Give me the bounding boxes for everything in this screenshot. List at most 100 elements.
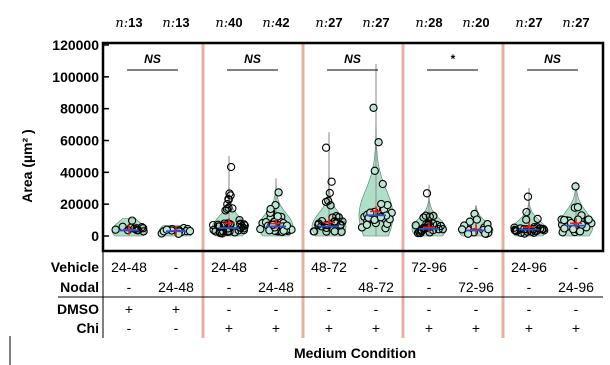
table-row-label: Nodal [60, 279, 99, 295]
text-layer: Area (µm² ) Medium Condition n:13 24-48 - +… [19, 15, 594, 361]
y-tick-label: 0 [91, 228, 99, 244]
table-cell-chi: + [272, 320, 280, 336]
y-tick-label: 40000 [60, 164, 99, 180]
significance-label: NS [144, 52, 161, 66]
data-point [425, 212, 434, 221]
data-point [457, 225, 467, 234]
data-point [334, 213, 344, 222]
table-cell-dmso: - [474, 301, 479, 317]
table-cell-chi: + [225, 320, 233, 336]
data-point [560, 215, 569, 225]
data-point [511, 226, 520, 235]
table-cell-vehicle: 24-48 [111, 259, 147, 275]
data-point [256, 224, 265, 234]
table-cell-nodal: 24-48 [258, 279, 294, 295]
table-cell-dmso: + [125, 301, 133, 317]
table-cell-vehicle: 24-96 [511, 259, 547, 275]
table-cell-dmso: - [327, 301, 332, 317]
table-cell-chi: + [372, 320, 380, 336]
data-point [240, 221, 249, 230]
data-point [226, 162, 236, 172]
data-point [411, 221, 420, 230]
table-cell-dmso: + [172, 301, 180, 317]
table-cell-chi: - [127, 320, 132, 336]
data-point [236, 220, 245, 229]
table-cell-vehicle: - [174, 259, 179, 275]
data-point [422, 189, 432, 198]
table-cell-chi: + [572, 320, 580, 336]
data-point [573, 203, 583, 212]
data-point [324, 196, 333, 205]
data-point [523, 192, 533, 201]
data-point [362, 220, 372, 229]
data-point [330, 227, 339, 236]
table-cell-nodal: 48-72 [358, 279, 394, 295]
y-tick-label: 100000 [52, 69, 99, 85]
table-cell-nodal: - [327, 279, 332, 295]
n-count-label: n:42 [262, 15, 289, 31]
data-point [225, 189, 234, 198]
data-point [571, 182, 580, 191]
table-cell-chi: + [525, 320, 533, 336]
table-row-label: DMSO [57, 301, 99, 317]
data-point [516, 224, 525, 233]
data-point [327, 177, 336, 186]
table-cell-vehicle: 48-72 [311, 259, 347, 275]
table-cell-nodal: - [527, 279, 532, 295]
table-cell-dmso: - [527, 301, 532, 317]
data-point [533, 214, 542, 224]
data-point [208, 220, 218, 230]
data-point [222, 204, 232, 214]
data-point [218, 229, 227, 238]
data-point [374, 138, 383, 147]
data-point [314, 220, 323, 229]
data-point [274, 188, 283, 197]
data-point [321, 143, 331, 152]
data-point [417, 225, 426, 234]
table-cell-nodal: 24-48 [158, 279, 194, 295]
table-cell-dmso: - [274, 301, 279, 317]
plot-frame [101, 41, 605, 253]
data-point [369, 103, 378, 112]
violins-layer [111, 63, 594, 237]
table-cell-nodal: - [227, 279, 232, 295]
significance-label: NS [344, 52, 361, 66]
frame-layer [9, 41, 605, 365]
data-point [421, 211, 430, 220]
data-point [235, 215, 244, 225]
data-point [139, 227, 148, 236]
data-point [584, 215, 593, 224]
table-cell-vehicle: - [474, 259, 479, 275]
n-count-label: n:13 [162, 15, 189, 31]
data-point [273, 212, 282, 221]
data-point [185, 226, 195, 236]
data-point [330, 217, 339, 226]
significance-label: * [450, 52, 456, 66]
table-cell-vehicle: 24-48 [211, 259, 247, 275]
table-cell-nodal: 72-96 [458, 279, 494, 295]
y-tick-label: 80000 [60, 101, 99, 117]
n-count-label: n:20 [462, 15, 489, 31]
data-point [322, 223, 331, 233]
data-point [325, 188, 334, 198]
table-cell-chi: + [425, 320, 433, 336]
table-cell-nodal: 24-96 [558, 279, 594, 295]
data-point [326, 201, 335, 210]
data-point [223, 200, 232, 209]
data-point [234, 226, 243, 235]
table-cell-chi: + [472, 320, 480, 336]
data-point [322, 220, 331, 230]
data-point [228, 204, 237, 213]
table-row-label: Vehicle [51, 259, 99, 275]
table-cell-dmso: - [227, 301, 232, 317]
points-layer [111, 103, 596, 238]
n-count-label: n:27 [562, 15, 589, 31]
y-tick-label: 60000 [60, 133, 99, 149]
n-count-label: n:27 [362, 15, 389, 31]
table-cell-dmso: - [574, 301, 579, 317]
table-cell-chi: + [325, 320, 333, 336]
data-point [419, 213, 428, 222]
data-point [224, 203, 233, 212]
